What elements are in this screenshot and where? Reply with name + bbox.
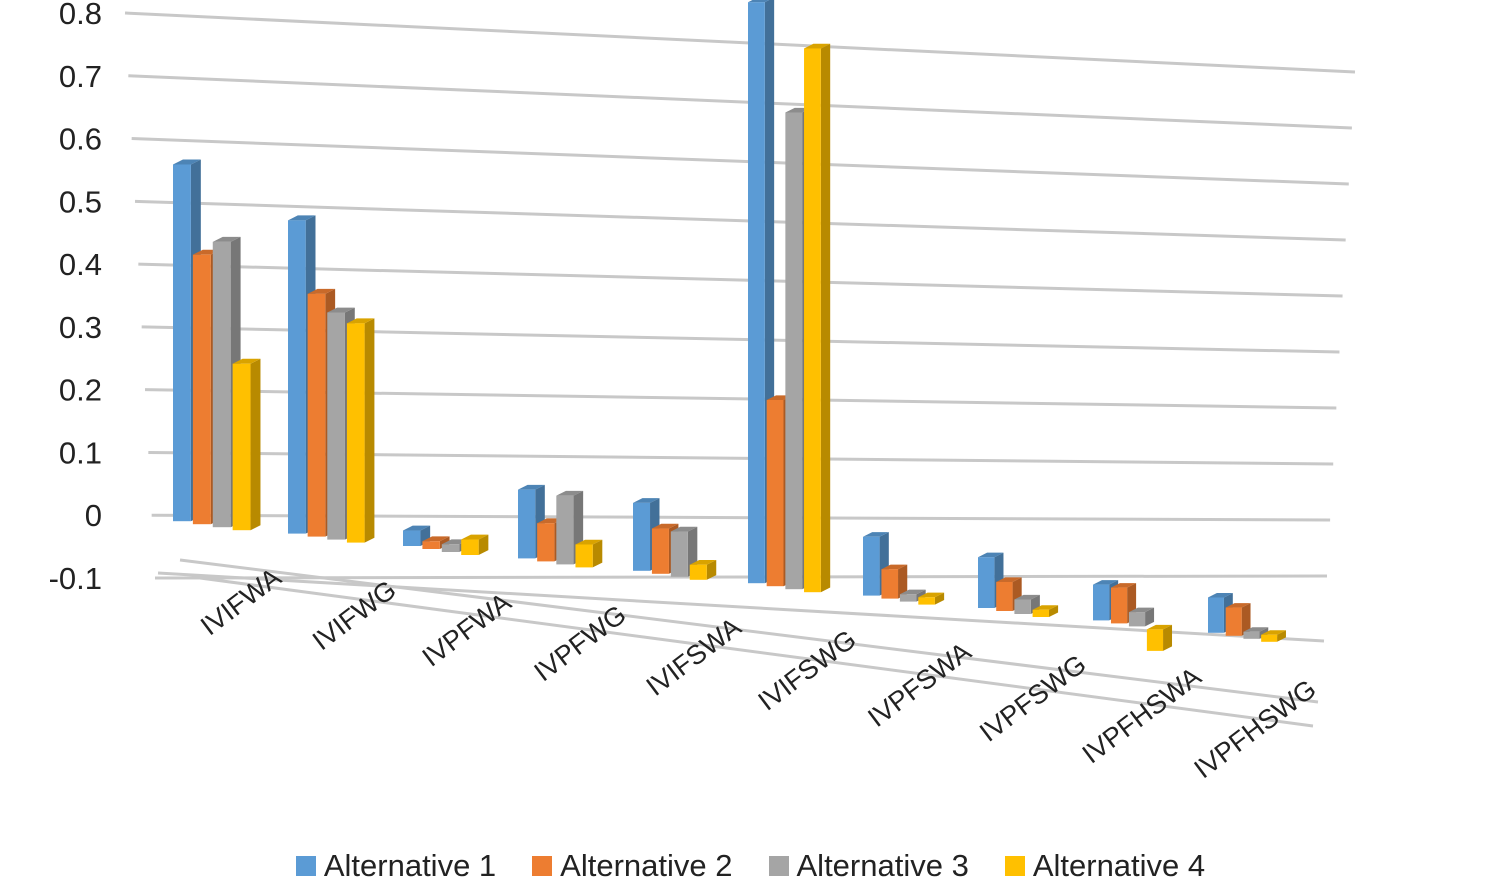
bar-ivpfhswg-alternative-2 xyxy=(1225,603,1251,636)
bar-ivpfhswa-alternative-4 xyxy=(1146,624,1173,651)
bar-ivpfhswg-alternative-4 xyxy=(1261,630,1286,642)
floor-line xyxy=(179,558,1319,704)
bar-ivpfhswa-alternative-3 xyxy=(1128,607,1155,627)
y-tick-label: 0.3 xyxy=(59,310,102,345)
bar-ivpfwg-alternative-4 xyxy=(575,539,603,568)
gridline xyxy=(131,137,1349,186)
x-tick-label-ivpfwa: IVPFWA xyxy=(417,587,517,673)
x-tick-label-ivifwg: IVIFWG xyxy=(307,574,402,656)
x-tick-label-ivpfwg: IVPFWG xyxy=(529,599,632,687)
bar-ivpfwa-alternative-1 xyxy=(403,525,431,546)
y-tick-label: 0.5 xyxy=(59,184,102,219)
bar-ivpfswa-alternative-2 xyxy=(881,564,908,599)
legend-swatch-alternative-4 xyxy=(1004,856,1025,876)
bar-ivifswa-alternative-4 xyxy=(689,559,717,580)
x-axis-labels: IVIFWA IVIFWG IVPFWA IVPFWG IVIFSWA IVIFSWG IV… xyxy=(195,562,1322,784)
bar-ivifwg-alternative-4 xyxy=(346,318,375,543)
legend-item-alternative-2: Alternative 2 xyxy=(532,846,733,886)
floor-line xyxy=(157,571,1325,643)
gridline xyxy=(128,74,1352,130)
x-tick-label-ivpfhswg: IVPFHSWG xyxy=(1189,674,1322,785)
bar-ivifswg-alternative-4 xyxy=(804,43,831,593)
gridline xyxy=(138,262,1343,298)
legend-swatch-alternative-3 xyxy=(768,856,789,876)
x-tick-label-ivifwa: IVIFWA xyxy=(195,562,287,641)
bar-ivpfswg-alternative-4 xyxy=(1032,605,1059,617)
bar-ivpfswg-alternative-3 xyxy=(1014,594,1040,614)
floor-line xyxy=(199,576,1314,728)
gridline xyxy=(124,11,1356,74)
y-tick-label: 0.2 xyxy=(59,373,102,408)
gridline xyxy=(154,574,1328,580)
y-tick-label: 0.8 xyxy=(59,0,102,31)
legend-label-alternative-2: Alternative 2 xyxy=(560,848,733,883)
gridline xyxy=(134,199,1346,242)
y-tick-label: 0.6 xyxy=(59,122,102,157)
legend-item-alternative-1: Alternative 1 xyxy=(295,846,497,886)
legend-item-alternative-3: Alternative 3 xyxy=(768,846,969,886)
legend-label-alternative-1: Alternative 1 xyxy=(323,848,497,883)
y-tick-label: 0.4 xyxy=(59,247,102,282)
legend-item-alternative-4: Alternative 4 xyxy=(1004,846,1206,886)
y-tick-label: 0 xyxy=(85,498,102,533)
legend: Alternative 1 Alternative 2 Alternative … xyxy=(0,846,1501,886)
y-tick-label: 0.7 xyxy=(59,59,102,94)
y-tick-label: -0.1 xyxy=(49,561,102,596)
legend-swatch-alternative-1 xyxy=(295,856,316,876)
y-tick-label: 0.1 xyxy=(59,435,102,470)
legend-label-alternative-3: Alternative 3 xyxy=(796,848,969,883)
bar-ivpfswa-alternative-4 xyxy=(918,592,945,605)
legend-swatch-alternative-2 xyxy=(532,856,553,876)
x-tick-label-ivpfswg: IVPFSWG xyxy=(974,649,1091,748)
legend-label-alternative-4: Alternative 4 xyxy=(1032,848,1206,883)
bars xyxy=(173,0,1286,651)
bar-ivifwa-alternative-4 xyxy=(232,358,261,531)
bar-ivpfwa-alternative-4 xyxy=(461,534,489,555)
x-tick-label-ivpfhswa: IVPFHSWA xyxy=(1077,661,1207,769)
y-axis-ticks: 0.8 0.7 0.6 0.5 0.4 0.3 0.2 0.1 0 -0.1 xyxy=(49,0,102,596)
